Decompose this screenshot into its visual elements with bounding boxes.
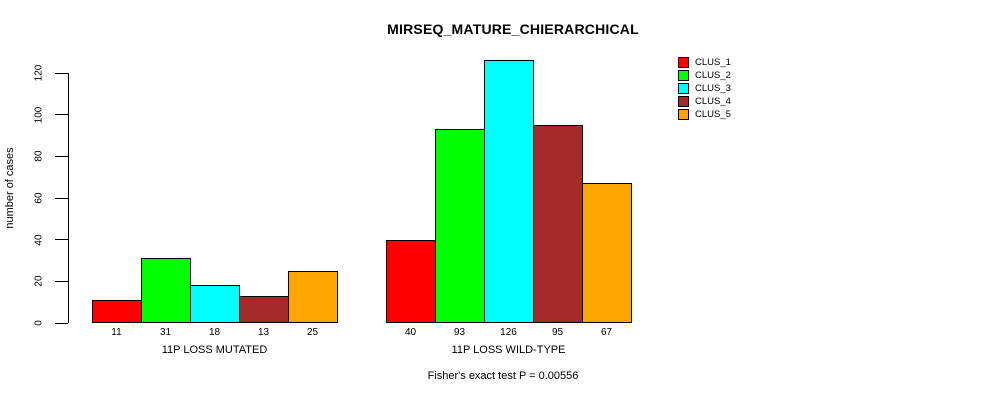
bar-value-label: 13 [257,327,270,338]
legend-swatch-icon [678,108,689,120]
bar-clus_1-group2 [386,240,436,323]
y-tick-label: 40 [33,234,45,246]
y-tick-mark [55,280,68,282]
y-tick-mark [55,114,68,116]
bar-value-label: 31 [159,327,172,338]
bar-clus_4-group1 [239,296,289,323]
y-tick-mark [55,155,68,157]
y-tick-label: 0 [33,320,45,326]
legend-item-clus_3: CLUS_3 [678,82,731,94]
legend-swatch-icon [678,69,689,81]
bar-clus_2-group2 [435,129,485,323]
y-tick-label: 20 [33,275,45,287]
legend-label: CLUS_2 [695,69,731,81]
y-tick-mark [55,197,68,199]
legend-item-clus_1: CLUS_1 [678,56,731,68]
bar-clus_5-group1 [288,271,338,323]
bar-clus_3-group2 [484,60,534,323]
y-tick-mark [55,322,68,324]
fisher-test-note: Fisher's exact test P = 0.00556 [427,370,579,382]
group-label: 11P LOSS WILD-TYPE [451,344,566,356]
legend-swatch-icon [678,95,689,107]
legend-label: CLUS_3 [695,82,731,94]
group-label: 11P LOSS MUTATED [161,344,268,356]
y-tick-label: 120 [33,64,45,82]
chart-title: MIRSEQ_MATURE_CHIERARCHICAL [387,21,639,37]
bar-value-label: 40 [404,327,417,338]
legend-item-clus_4: CLUS_4 [678,95,731,107]
y-axis-title: number of cases [4,147,16,229]
bar-value-label: 25 [306,327,319,338]
legend-label: CLUS_5 [695,108,731,120]
legend-item-clus_2: CLUS_2 [678,69,731,81]
y-tick-mark [55,72,68,74]
y-tick-label: 60 [33,192,45,204]
bar-value-label: 11 [111,327,122,338]
bar-value-label: 93 [453,327,466,338]
y-tick-mark [55,239,68,241]
bar-clus_3-group1 [190,285,240,323]
bar-value-label: 95 [551,327,564,338]
bar-clus_1-group1 [92,300,142,323]
bar-clus_4-group2 [533,125,583,323]
legend-label: CLUS_4 [695,95,731,107]
bar-value-label: 18 [208,327,221,338]
bar-clus_2-group1 [141,258,191,323]
legend-item-clus_5: CLUS_5 [678,108,731,120]
legend-label: CLUS_1 [695,56,731,68]
legend-swatch-icon [678,56,689,68]
bar-value-label: 67 [600,327,613,338]
y-tick-label: 80 [33,150,45,162]
bar-value-label: 126 [500,327,517,338]
y-axis-line [68,73,69,323]
bar-clus_5-group2 [582,183,632,323]
y-tick-label: 100 [33,106,45,123]
legend-swatch-icon [678,82,689,94]
legend: CLUS_1 CLUS_2 CLUS_3 CLUS_4 CLUS_5 [678,56,731,120]
